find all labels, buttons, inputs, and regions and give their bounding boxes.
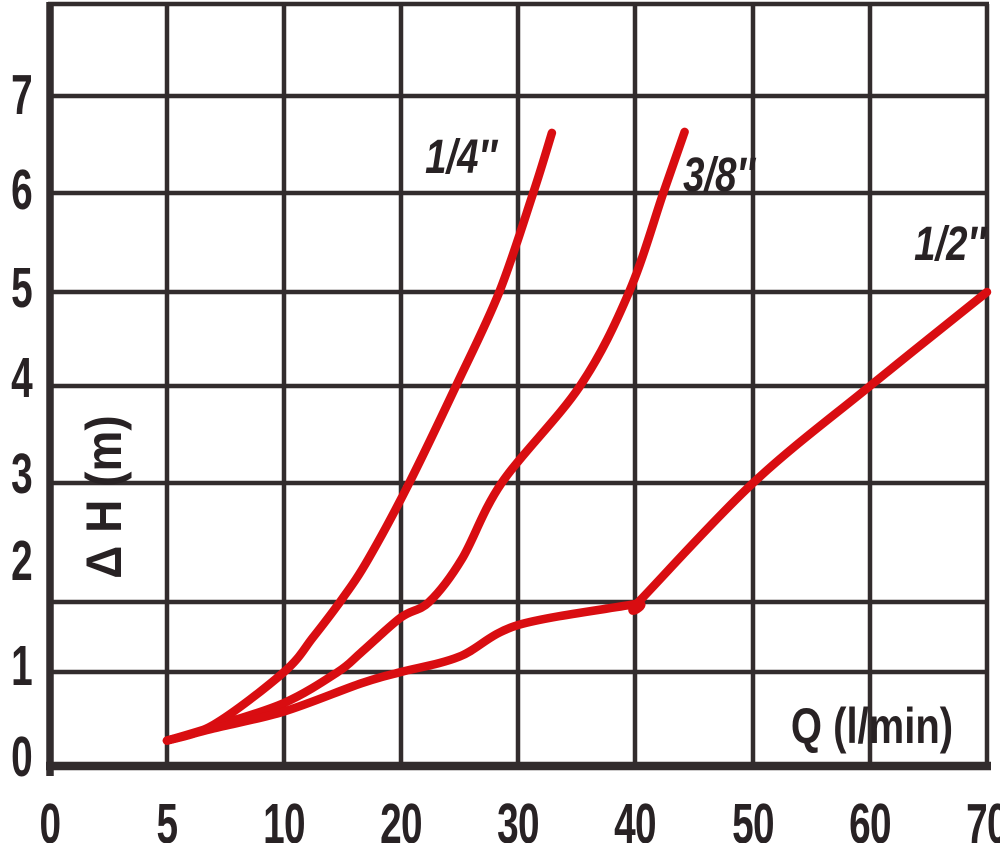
y-tick-label: 0 (11, 725, 33, 789)
y-tick-label: 1 (11, 634, 33, 698)
x-tick-label: 60 (849, 792, 891, 843)
x-tick-label: 10 (263, 792, 305, 843)
x-tick-label: 5 (156, 792, 179, 843)
curve-label-1-4-inch: 1/4″ (425, 131, 497, 184)
x-tick-label: 40 (614, 792, 656, 843)
x-tick-label: 0 (39, 792, 62, 843)
x-axis-title: Q (l/min) (790, 698, 954, 754)
x-tick-label: 20 (380, 792, 422, 843)
x-tick-label: 50 (732, 792, 774, 843)
y-tick-label: 6 (11, 158, 33, 222)
curve-label-3-8-inch: 3/8″ (683, 149, 755, 202)
y-tick-label: 3 (11, 442, 33, 506)
y-tick-label: 7 (11, 63, 33, 127)
x-tick-label: 30 (497, 792, 539, 843)
y-tick-label: 2 (11, 529, 33, 593)
y-tick-label: 5 (11, 256, 33, 320)
curve-3-8-inch (162, 127, 689, 745)
x-tick-label: 70 (966, 792, 1000, 843)
curve-label-1-2-inch: 1/2″ (914, 218, 986, 271)
y-tick-label: 4 (11, 346, 33, 410)
curve-1-4-inch (162, 128, 557, 745)
curve-1-2-inch (162, 287, 992, 745)
y-axis-title: Δ H (m) (76, 415, 132, 579)
